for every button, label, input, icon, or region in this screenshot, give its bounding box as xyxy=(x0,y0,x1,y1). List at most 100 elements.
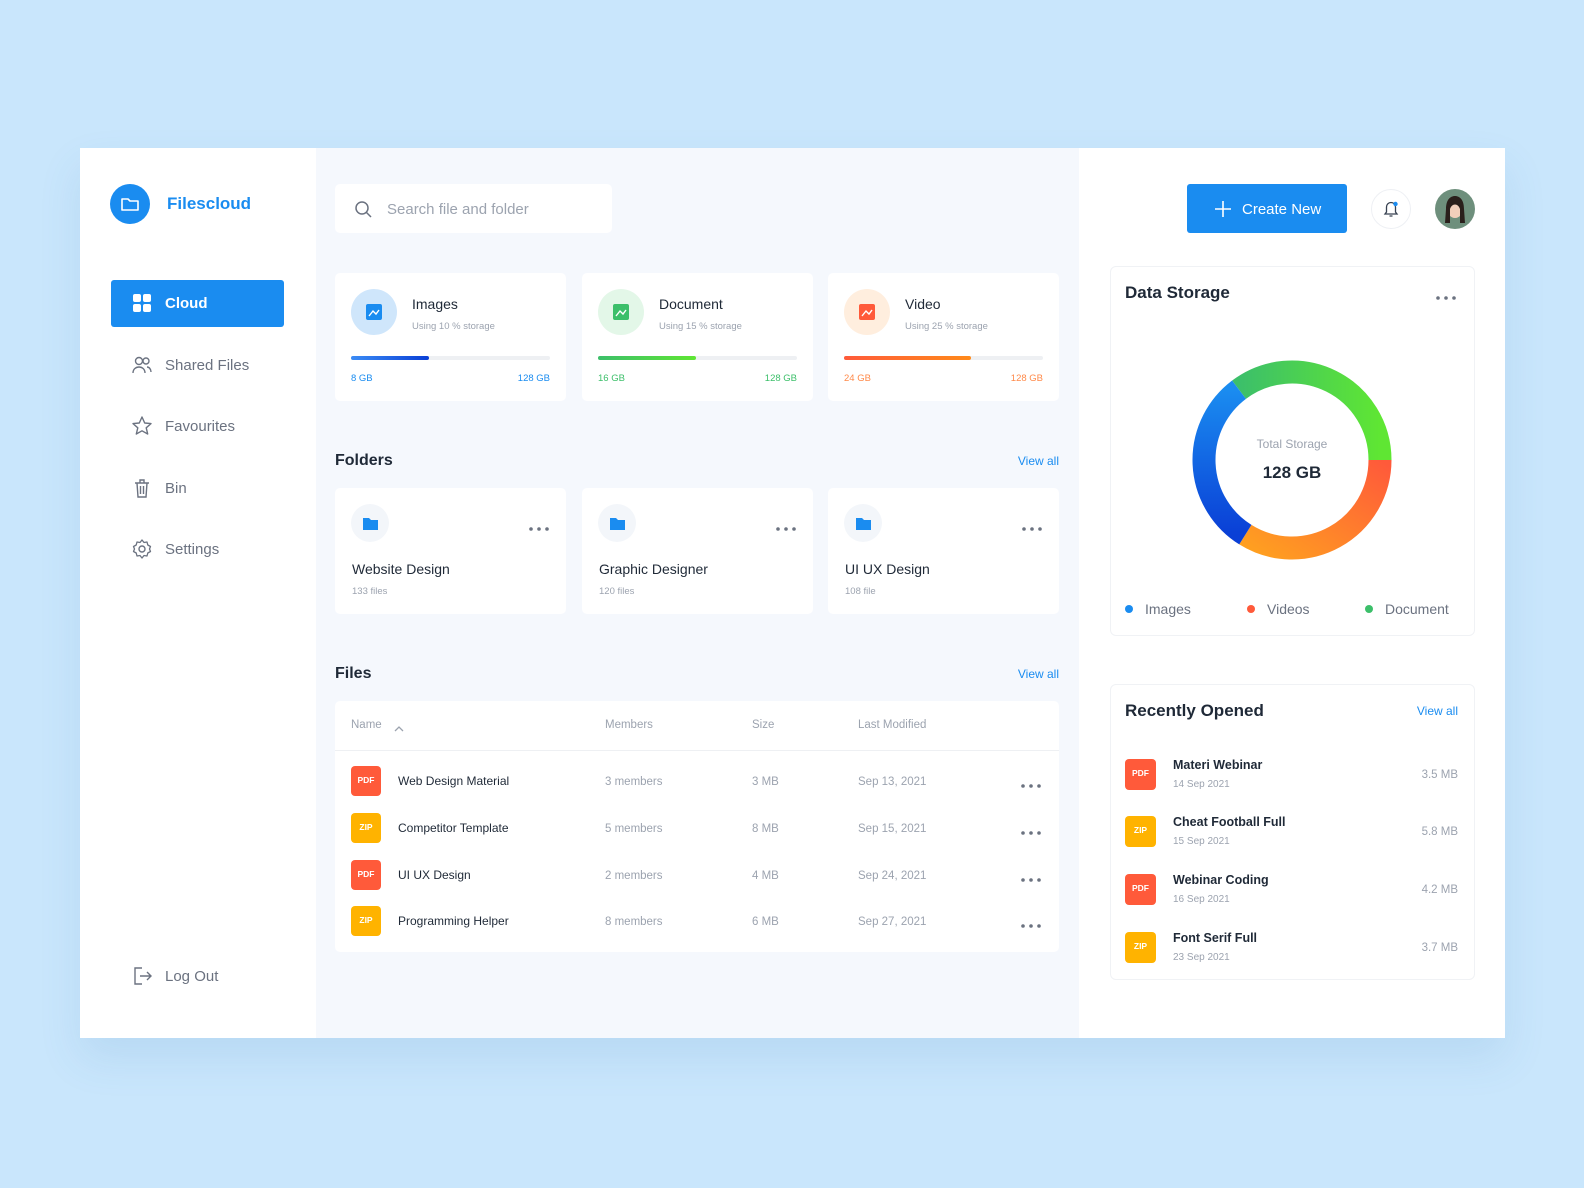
more-menu xyxy=(1019,917,1043,928)
storage-used: 24 GB xyxy=(844,373,871,385)
nav-icon xyxy=(132,355,152,375)
logout[interactable]: Log Out xyxy=(165,967,219,985)
more-menu xyxy=(1019,777,1043,788)
storage-donut-svg xyxy=(1192,360,1392,560)
progress-fill xyxy=(844,356,972,360)
view-all-link[interactable]: View all xyxy=(1017,453,1059,468)
file-modified: Sep 24, 2021 xyxy=(858,869,927,882)
file-modified: Sep 13, 2021 xyxy=(858,775,927,788)
sort-icon-svg xyxy=(394,726,404,732)
nav-icon-svg xyxy=(135,479,149,498)
file-type-badge xyxy=(351,860,381,890)
file-type-badge xyxy=(1125,873,1156,905)
recent-name[interactable]: Materi Webinar xyxy=(1173,758,1263,773)
search-box[interactable] xyxy=(335,184,612,233)
file-type-badge xyxy=(1125,815,1156,847)
section-title: Folders xyxy=(335,451,393,469)
file-name[interactable]: Programming Helper xyxy=(398,913,509,928)
donut-value: 128 GB xyxy=(1262,463,1322,483)
view-all-link[interactable]: View all xyxy=(1017,666,1059,681)
storage-icon xyxy=(844,289,890,335)
avatar xyxy=(1435,189,1475,229)
file-type-label: ZIP xyxy=(359,915,373,926)
card-title: Recently Opened xyxy=(1125,701,1264,721)
more-menu-svg xyxy=(1436,296,1456,300)
view-all-link[interactable]: View all xyxy=(1416,703,1458,718)
nav-active[interactable] xyxy=(111,280,284,327)
folder-name: Graphic Designer xyxy=(599,561,708,578)
folder-icon-svg xyxy=(598,504,636,542)
more-menu xyxy=(1019,871,1043,882)
storage-used: 8 GB xyxy=(351,373,373,385)
recent-name[interactable]: Font Serif Full xyxy=(1173,931,1258,946)
more-menu-svg xyxy=(1021,831,1041,835)
legend-dot xyxy=(1125,605,1133,613)
files-table xyxy=(335,701,1059,952)
storage-used: 16 GB xyxy=(598,373,625,385)
progress-track xyxy=(351,356,550,360)
file-type-badge xyxy=(1125,931,1156,963)
sort-icon xyxy=(394,720,404,732)
file-type-label: PDF xyxy=(1132,768,1149,779)
brand-logo xyxy=(110,184,150,224)
column-header[interactable]: Name xyxy=(351,718,382,731)
recent-name[interactable]: Webinar Coding xyxy=(1173,873,1269,888)
legend-label: Document xyxy=(1385,601,1449,618)
nav-item[interactable]: Cloud xyxy=(165,294,208,312)
folder-count: 108 file xyxy=(845,586,876,598)
card-title: Data Storage xyxy=(1125,283,1230,303)
nav-icon-svg xyxy=(132,416,152,435)
create-new-label[interactable]: Create New xyxy=(1242,200,1322,218)
file-type-label: ZIP xyxy=(1133,825,1148,836)
nav-item[interactable]: Bin xyxy=(165,479,187,497)
file-type-badge xyxy=(351,813,381,843)
plus-icon xyxy=(1214,200,1232,218)
nav-item[interactable]: Shared Files xyxy=(165,356,250,374)
create-new-button[interactable] xyxy=(1187,184,1347,233)
progress-fill xyxy=(351,356,429,360)
storage-name: Images xyxy=(412,296,458,313)
file-members: 3 members xyxy=(605,775,663,788)
more-menu-svg xyxy=(529,527,549,531)
nav-item[interactable]: Favourites xyxy=(165,417,236,435)
recent-size: 4.2 MB xyxy=(1421,883,1458,896)
more-menu xyxy=(774,520,798,531)
recent-size: 5.8 MB xyxy=(1421,825,1458,838)
folder-name: UI UX Design xyxy=(845,561,930,578)
file-name[interactable]: Competitor Template xyxy=(398,820,509,835)
file-name[interactable]: Web Design Material xyxy=(398,773,510,788)
folder-icon xyxy=(351,504,389,542)
file-type-badge xyxy=(351,906,381,936)
file-type-label: PDF xyxy=(357,775,375,786)
donut-label: Total Storage xyxy=(1256,436,1328,451)
storage-icon xyxy=(351,289,397,335)
storage-icon-svg xyxy=(351,289,397,335)
column-header: Members xyxy=(605,718,653,731)
recent-card xyxy=(1110,684,1475,980)
file-name[interactable]: UI UX Design xyxy=(398,867,471,882)
nav-item[interactable]: Settings xyxy=(165,540,220,558)
more-menu xyxy=(1019,824,1043,835)
folder-icon xyxy=(844,504,882,542)
legend-label: Images xyxy=(1145,601,1191,618)
file-members: 2 members xyxy=(605,869,663,882)
recent-size: 3.7 MB xyxy=(1421,941,1458,954)
search-placeholder: Search file and folder xyxy=(387,200,529,218)
file-size: 4 MB xyxy=(752,869,779,882)
file-size: 6 MB xyxy=(752,915,779,928)
storage-name: Document xyxy=(659,296,723,313)
recent-name[interactable]: Cheat Football Full xyxy=(1173,815,1286,830)
nav-icon xyxy=(132,539,152,559)
nav-icon-svg xyxy=(132,356,152,374)
legend-dot xyxy=(1247,605,1255,613)
nav-icon xyxy=(132,293,152,313)
storage-usage: Using 15 % storage xyxy=(659,321,742,333)
file-modified: Sep 27, 2021 xyxy=(858,915,927,928)
recent-date: 15 Sep 2021 xyxy=(1173,836,1230,847)
nav-icon-svg xyxy=(132,539,152,559)
more-menu-svg xyxy=(776,527,796,531)
nav-icon xyxy=(132,416,152,436)
table-divider xyxy=(335,750,1059,751)
